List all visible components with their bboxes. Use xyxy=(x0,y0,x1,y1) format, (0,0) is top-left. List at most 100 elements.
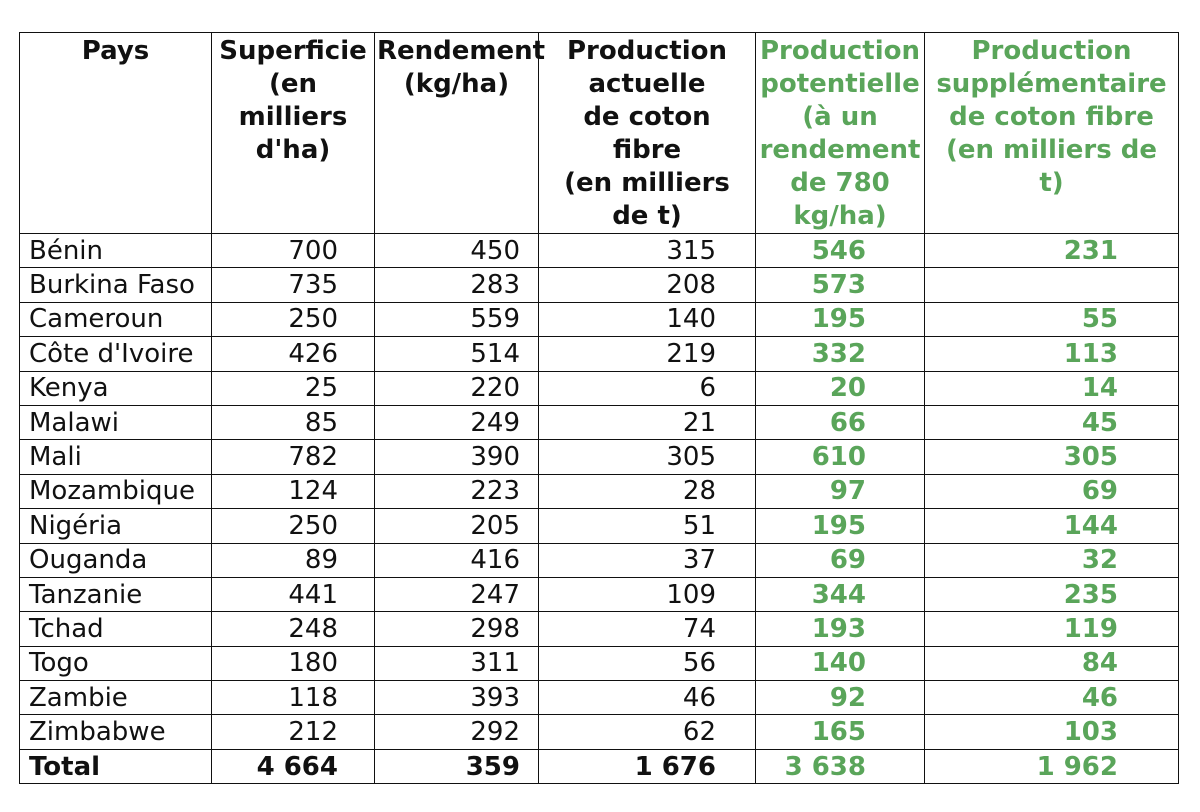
cell-production-supplementaire: 144 xyxy=(924,508,1179,544)
cell-rendement: 559 xyxy=(374,301,539,338)
cell-rendement: 283 xyxy=(374,267,539,303)
cell-pays: Malawi xyxy=(19,404,212,441)
cell-superficie: 250 xyxy=(211,508,375,544)
cell-production-supplementaire: 119 xyxy=(924,611,1179,647)
table-row: Togo 180 311 56 140 84 xyxy=(19,645,1179,682)
table-row: Burkina Faso 735 283 208 573 xyxy=(19,267,1179,303)
cell-pays: Nigéria xyxy=(19,508,212,544)
cell-rendement: 220 xyxy=(374,370,539,406)
cell-rendement: 514 xyxy=(374,336,539,372)
header-production-potentielle: Production potentielle (à un rendement d… xyxy=(755,32,925,234)
cell-rendement: 205 xyxy=(374,508,539,544)
cell-rendement: 416 xyxy=(374,542,539,578)
cell-pays: Total xyxy=(19,748,212,785)
table-row: Mali 782 390 305 610 305 xyxy=(19,439,1179,475)
cell-pays: Burkina Faso xyxy=(19,267,212,303)
cell-production-potentielle: 195 xyxy=(755,301,925,338)
cell-production-supplementaire: 103 xyxy=(924,714,1179,750)
table-body: Bénin 700 450 315 546 231 Burkina Faso 735 283 20… xyxy=(19,232,1179,785)
cell-rendement: 298 xyxy=(374,611,539,647)
table-row: Tchad 248 298 74 193 119 xyxy=(19,611,1179,647)
table-row: Zambie 118 393 46 92 46 xyxy=(19,680,1179,716)
table-row: Mozambique 124 223 28 97 69 xyxy=(19,473,1179,510)
cell-rendement: 450 xyxy=(374,232,539,269)
cell-superficie: 700 xyxy=(211,232,375,269)
cell-production-potentielle: 20 xyxy=(755,370,925,406)
cell-superficie: 124 xyxy=(211,473,375,510)
cell-production-actuelle: 46 xyxy=(538,680,756,716)
cell-pays: Zimbabwe xyxy=(19,714,212,750)
cell-pays: Tchad xyxy=(19,611,212,647)
cell-production-actuelle: 315 xyxy=(538,232,756,269)
table-row: Nigéria 250 205 51 195 144 xyxy=(19,508,1179,544)
cell-production-potentielle: 193 xyxy=(755,611,925,647)
cell-production-potentielle: 140 xyxy=(755,645,925,682)
cell-production-potentielle: 332 xyxy=(755,336,925,372)
cell-superficie: 426 xyxy=(211,336,375,372)
cell-rendement: 390 xyxy=(374,439,539,475)
cell-production-supplementaire: 69 xyxy=(924,473,1179,510)
cell-superficie: 4 664 xyxy=(211,748,375,785)
cell-production-actuelle: 305 xyxy=(538,439,756,475)
cell-production-actuelle: 109 xyxy=(538,576,756,613)
cell-production-supplementaire: 84 xyxy=(924,645,1179,682)
cell-production-potentielle: 546 xyxy=(755,232,925,269)
cell-production-actuelle: 6 xyxy=(538,370,756,406)
cell-production-supplementaire: 235 xyxy=(924,576,1179,613)
cell-superficie: 250 xyxy=(211,301,375,338)
table-row: Côte d'Ivoire 426 514 219 332 113 xyxy=(19,336,1179,372)
cell-production-potentielle: 195 xyxy=(755,508,925,544)
cell-superficie: 118 xyxy=(211,680,375,716)
cell-production-supplementaire: 113 xyxy=(924,336,1179,372)
cell-production-actuelle: 140 xyxy=(538,301,756,338)
cell-superficie: 25 xyxy=(211,370,375,406)
cell-pays: Côte d'Ivoire xyxy=(19,336,212,372)
cell-rendement: 292 xyxy=(374,714,539,750)
cell-production-actuelle: 51 xyxy=(538,508,756,544)
cell-production-potentielle: 573 xyxy=(755,267,925,303)
cell-production-potentielle: 165 xyxy=(755,714,925,750)
table-row: Cameroun 250 559 140 195 55 xyxy=(19,301,1179,338)
header-production-actuelle: Production actuelle de coton fibre (en m… xyxy=(538,32,756,234)
cell-rendement: 223 xyxy=(374,473,539,510)
total-row: Total 4 664 359 1 676 3 638 1 962 xyxy=(19,748,1179,785)
cell-production-supplementaire: 46 xyxy=(924,680,1179,716)
cell-production-potentielle: 69 xyxy=(755,542,925,578)
cell-pays: Ouganda xyxy=(19,542,212,578)
cell-production-supplementaire: 14 xyxy=(924,370,1179,406)
cell-superficie: 85 xyxy=(211,404,375,441)
cell-rendement: 359 xyxy=(374,748,539,785)
cell-production-potentielle: 344 xyxy=(755,576,925,613)
cell-production-actuelle: 208 xyxy=(538,267,756,303)
cell-superficie: 180 xyxy=(211,645,375,682)
cell-pays: Kenya xyxy=(19,370,212,406)
cell-production-actuelle: 21 xyxy=(538,404,756,441)
cell-production-supplementaire xyxy=(924,267,1179,303)
cell-production-supplementaire: 45 xyxy=(924,404,1179,441)
cotton-production-table: Pays Superficie (en milliers d'ha) Rende… xyxy=(19,32,1179,785)
cell-production-supplementaire: 305 xyxy=(924,439,1179,475)
cell-superficie: 248 xyxy=(211,611,375,647)
table-row: Ouganda 89 416 37 69 32 xyxy=(19,542,1179,578)
cell-superficie: 89 xyxy=(211,542,375,578)
cell-pays: Togo xyxy=(19,645,212,682)
table-row: Tanzanie 441 247 109 344 235 xyxy=(19,576,1179,613)
header-pays: Pays xyxy=(19,32,212,234)
cell-production-actuelle: 62 xyxy=(538,714,756,750)
cell-rendement: 249 xyxy=(374,404,539,441)
cell-production-actuelle: 37 xyxy=(538,542,756,578)
cell-production-actuelle: 1 676 xyxy=(538,748,756,785)
cell-production-potentielle: 97 xyxy=(755,473,925,510)
cell-production-actuelle: 56 xyxy=(538,645,756,682)
cell-production-potentielle: 66 xyxy=(755,404,925,441)
cell-pays: Mozambique xyxy=(19,473,212,510)
cell-production-supplementaire: 32 xyxy=(924,542,1179,578)
cell-pays: Mali xyxy=(19,439,212,475)
table-row: Zimbabwe 212 292 62 165 103 xyxy=(19,714,1179,750)
cell-production-potentielle: 92 xyxy=(755,680,925,716)
cell-pays: Zambie xyxy=(19,680,212,716)
cell-production-actuelle: 74 xyxy=(538,611,756,647)
header-rendement: Rendement (kg/ha) xyxy=(374,32,545,234)
cell-production-supplementaire: 231 xyxy=(924,232,1179,269)
cell-pays: Tanzanie xyxy=(19,576,212,613)
